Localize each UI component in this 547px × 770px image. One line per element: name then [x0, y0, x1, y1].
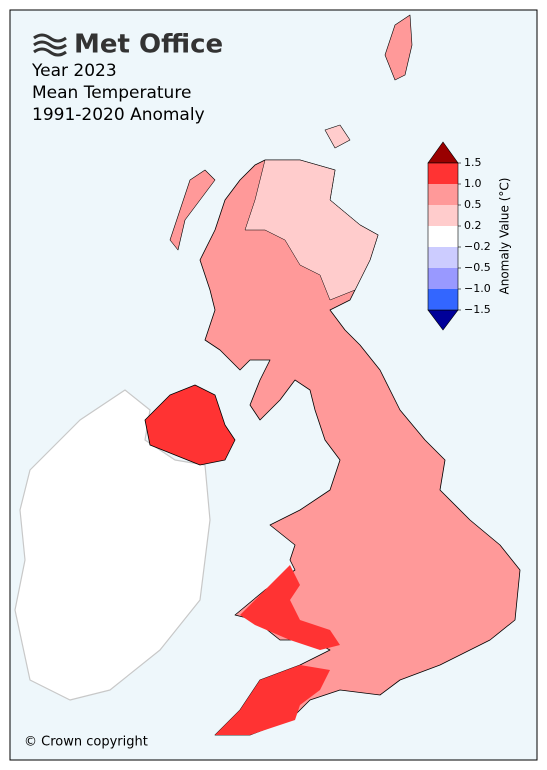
- colorbar-tick-label: 0.5: [464, 198, 482, 211]
- colorbar-tick-label: −0.5: [464, 261, 491, 274]
- map-land: [14, 14, 521, 736]
- colorbar-tick-label: −1.0: [464, 282, 491, 295]
- colorbar-segment: [428, 163, 458, 184]
- colorbar-tick-label: −0.2: [464, 240, 491, 253]
- colorbar-segment: [428, 247, 458, 268]
- title-line: Year 2023: [31, 61, 117, 81]
- met-office-logo: [33, 33, 67, 57]
- colorbar-segment: [428, 268, 458, 289]
- hebrides: [169, 169, 216, 251]
- title-line: 1991-2020 Anomaly: [32, 105, 205, 125]
- north-scotland: [244, 159, 379, 301]
- colorbar-tick-label: 1.5: [464, 156, 482, 169]
- colorbar-segment: [428, 289, 458, 310]
- orkney: [324, 124, 351, 149]
- colorbar-segment: [428, 226, 458, 247]
- colorbar-tick-label: 1.0: [464, 177, 482, 190]
- colorbar-tick-label: 0.2: [464, 219, 482, 232]
- shetland: [384, 14, 413, 81]
- south-west-england: [215, 665, 330, 735]
- colorbar-label: Anomaly Value (°C): [498, 178, 512, 295]
- wales-coast: [240, 565, 340, 650]
- logo-text: Met Office: [74, 30, 223, 60]
- colorbar: 1.5 1.0 0.5 0.2 −0.2 −0.5 −1.0 −1.5: [427, 141, 491, 331]
- northern-ireland: [144, 384, 236, 466]
- copyright: © Crown copyright: [24, 735, 148, 750]
- colorbar-tick-label: −1.5: [464, 303, 491, 316]
- ireland: [14, 389, 211, 701]
- colorbar-segment: [428, 184, 458, 205]
- colorbar-segment: [428, 205, 458, 226]
- title-line: Mean Temperature: [32, 83, 191, 103]
- colorbar-outline: [427, 162, 459, 311]
